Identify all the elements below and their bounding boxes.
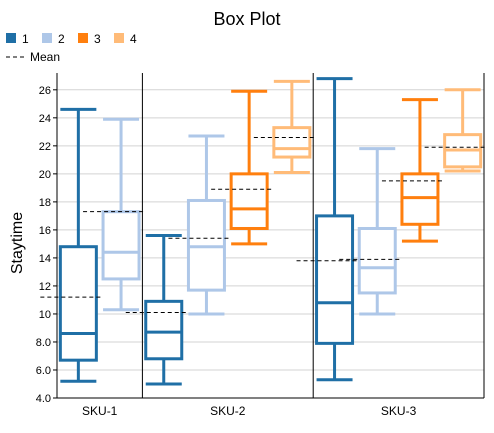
box-series-2 <box>83 117 144 312</box>
y-tick-label: 12 <box>39 281 51 293</box>
legend-swatch-3 <box>78 33 88 43</box>
box-series-4 <box>424 88 485 173</box>
boxes <box>40 77 485 386</box>
box-body <box>357 226 397 295</box>
box-series-2 <box>339 147 400 316</box>
legend: 1 2 3 4 Mean <box>6 32 137 64</box>
y-tick-label: 4.0 <box>36 393 51 405</box>
box-series-3 <box>211 89 272 246</box>
y-axis: 4.0 6.0 8.0 10 12 14 16 18 20 22 24 26 <box>36 85 57 405</box>
box-body <box>229 172 269 230</box>
box-body <box>144 299 184 361</box>
y-tick-label: 10 <box>39 309 51 321</box>
y-tick-label: 26 <box>39 85 51 97</box>
legend-label-3: 3 <box>94 32 101 46</box>
legend-swatch-1 <box>6 33 16 43</box>
y-tick-label: 20 <box>39 169 51 181</box>
box-body <box>272 126 312 159</box>
box-series-1 <box>296 77 357 382</box>
legend-mean-label: Mean <box>30 50 60 64</box>
box-series-1 <box>40 107 101 383</box>
legend-swatch-2 <box>42 33 52 43</box>
legend-label-4: 4 <box>130 32 137 46</box>
y-tick-label: 18 <box>39 197 51 209</box>
box-body <box>315 214 355 345</box>
box-body <box>58 245 98 362</box>
x-tick-label: SKU-2 <box>210 404 246 418</box>
y-tick-label: 16 <box>39 225 51 237</box>
legend-swatch-4 <box>114 33 124 43</box>
y-tick-label: 14 <box>39 253 51 265</box>
plot-frame <box>56 73 485 399</box>
box-body <box>101 210 141 281</box>
legend-label-2: 2 <box>58 32 65 46</box>
y-tick-label: 6.0 <box>36 365 51 377</box>
x-tick-label: SKU-1 <box>82 404 118 418</box>
y-tick-label: 22 <box>39 141 51 153</box>
box-series-4 <box>253 79 314 174</box>
chart-title: Box Plot <box>213 9 280 29</box>
y-tick-label: 8.0 <box>36 337 51 349</box>
y-tick-label: 24 <box>39 113 51 125</box>
x-tick-label: SKU-3 <box>381 404 417 418</box>
box-series-1 <box>125 234 186 386</box>
box-series-3 <box>381 98 442 243</box>
x-axis: SKU-1 SKU-2 SKU-3 <box>82 404 417 418</box>
y-axis-label: Staytime <box>9 212 26 274</box>
legend-label-1: 1 <box>22 32 29 46</box>
box-series-2 <box>168 134 229 316</box>
